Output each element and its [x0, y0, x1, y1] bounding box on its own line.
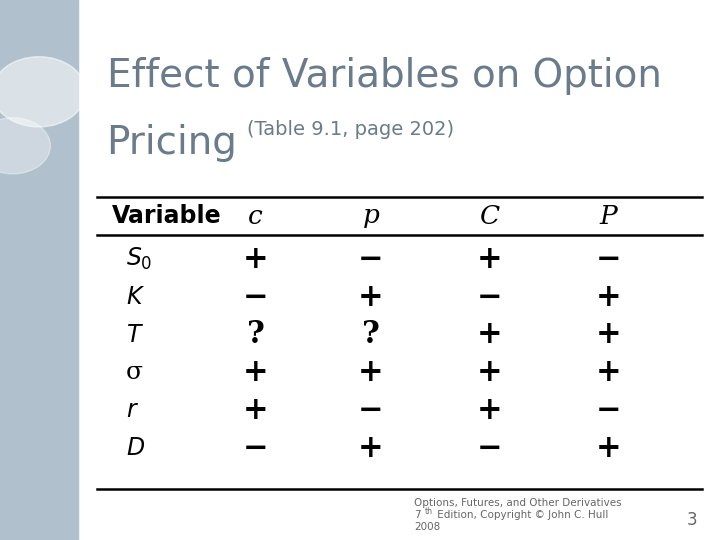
Text: −: −	[243, 281, 269, 313]
Text: (Table 9.1, page 202): (Table 9.1, page 202)	[247, 120, 454, 139]
Text: $r$: $r$	[126, 399, 139, 422]
Text: Variable: Variable	[112, 204, 221, 228]
Text: P: P	[600, 204, 617, 228]
Text: +: +	[358, 433, 384, 464]
Text: −: −	[477, 433, 503, 464]
Text: +: +	[243, 395, 269, 426]
Text: +: +	[477, 319, 503, 350]
Text: +: +	[243, 244, 269, 275]
Text: +: +	[358, 281, 384, 313]
Circle shape	[0, 118, 50, 174]
Text: p: p	[362, 204, 379, 228]
Text: −: −	[243, 433, 269, 464]
Text: +: +	[358, 357, 384, 388]
Text: th: th	[425, 507, 433, 516]
Text: −: −	[477, 281, 503, 313]
Text: Options, Futures, and Other Derivatives: Options, Futures, and Other Derivatives	[414, 498, 621, 508]
Text: ?: ?	[247, 319, 264, 350]
Text: C: C	[480, 204, 500, 228]
Text: Edition, Copyright © John C. Hull: Edition, Copyright © John C. Hull	[434, 510, 608, 520]
Text: +: +	[595, 319, 621, 350]
Text: σ: σ	[126, 361, 143, 384]
Text: $D$: $D$	[126, 436, 145, 460]
Text: Effect of Variables on Option: Effect of Variables on Option	[107, 57, 662, 94]
Text: c: c	[248, 204, 263, 228]
Text: −: −	[595, 395, 621, 426]
Text: +: +	[243, 357, 269, 388]
Text: +: +	[595, 281, 621, 313]
Text: −: −	[358, 395, 384, 426]
Bar	[0, 0, 78, 540]
Text: +: +	[477, 357, 503, 388]
Text: −: −	[595, 244, 621, 275]
Text: Pricing: Pricing	[107, 124, 238, 162]
Text: ?: ?	[362, 319, 379, 350]
Text: 7: 7	[414, 510, 420, 520]
Text: +: +	[477, 395, 503, 426]
Text: +: +	[595, 357, 621, 388]
Text: $S_0$: $S_0$	[126, 246, 153, 272]
Text: 2008: 2008	[414, 522, 440, 532]
Text: $K$: $K$	[126, 285, 145, 309]
Text: +: +	[477, 244, 503, 275]
Text: $T$: $T$	[126, 323, 144, 347]
Text: +: +	[595, 433, 621, 464]
Circle shape	[0, 57, 86, 127]
Text: 3: 3	[686, 511, 697, 529]
Text: −: −	[358, 244, 384, 275]
